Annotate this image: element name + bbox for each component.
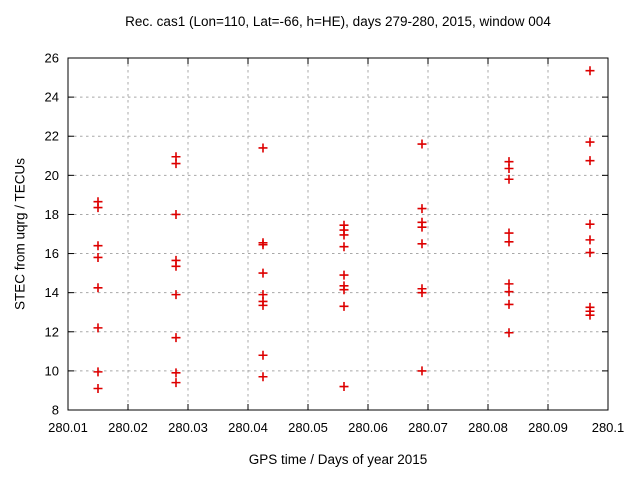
data-point xyxy=(171,261,181,271)
y-tick-label: 12 xyxy=(45,324,59,339)
data-point xyxy=(504,279,514,289)
y-tick-label: 26 xyxy=(45,51,59,66)
data-point xyxy=(93,241,103,251)
data-point xyxy=(585,310,595,320)
y-axis-label: STEC from uqrg / TECUs xyxy=(12,157,28,311)
data-point xyxy=(171,159,181,169)
x-tick-label: 280.07 xyxy=(408,420,448,435)
data-point xyxy=(585,219,595,229)
data-point xyxy=(585,66,595,76)
data-point xyxy=(339,382,349,392)
data-point xyxy=(504,174,514,184)
x-tick-label: 280.08 xyxy=(468,420,508,435)
data-point xyxy=(171,290,181,300)
data-point xyxy=(171,333,181,343)
x-tick-label: 280.04 xyxy=(228,420,268,435)
y-tick-label: 22 xyxy=(45,129,59,144)
chart-title: Rec. cas1 (Lon=110, Lat=-66, h=HE), days… xyxy=(125,14,551,29)
data-point xyxy=(504,287,514,297)
data-point xyxy=(585,248,595,258)
data-point xyxy=(258,143,268,153)
data-point xyxy=(93,203,103,213)
data-point xyxy=(417,204,427,214)
data-point xyxy=(504,328,514,338)
data-point xyxy=(585,156,595,166)
data-point xyxy=(93,383,103,393)
data-point xyxy=(417,366,427,376)
data-point xyxy=(339,285,349,295)
data-point xyxy=(258,350,268,360)
data-point xyxy=(585,137,595,147)
x-axis-label: GPS time / Days of year 2015 xyxy=(248,452,428,467)
data-point xyxy=(417,222,427,232)
x-tick-label: 280.1 xyxy=(592,420,625,435)
y-tick-label: 20 xyxy=(45,168,59,183)
data-point xyxy=(504,299,514,309)
y-tick-label: 18 xyxy=(45,207,59,222)
y-tick-label: 16 xyxy=(45,246,59,261)
x-tick-label: 280.06 xyxy=(348,420,388,435)
x-tick-label: 280.02 xyxy=(108,420,148,435)
data-point xyxy=(93,252,103,262)
data-point xyxy=(93,367,103,377)
y-tick-label: 14 xyxy=(45,285,59,300)
y-tick-label: 24 xyxy=(45,90,59,105)
data-point xyxy=(339,242,349,252)
x-tick-label: 280.09 xyxy=(528,420,568,435)
data-point xyxy=(417,139,427,149)
data-point xyxy=(258,268,268,278)
data-point xyxy=(93,283,103,293)
data-point xyxy=(258,372,268,382)
x-tick-label: 280.05 xyxy=(288,420,328,435)
y-tick-label: 8 xyxy=(52,403,59,418)
data-point xyxy=(171,209,181,219)
x-tick-label: 280.03 xyxy=(168,420,208,435)
data-point xyxy=(339,301,349,311)
data-point xyxy=(171,378,181,388)
data-point xyxy=(258,240,268,250)
data-point xyxy=(585,235,595,245)
data-point xyxy=(258,300,268,310)
data-point xyxy=(93,323,103,333)
data-point xyxy=(504,237,514,247)
plot-border xyxy=(67,57,609,411)
data-point xyxy=(417,239,427,249)
data-point xyxy=(417,288,427,298)
x-tick-label: 280.01 xyxy=(48,420,88,435)
data-point xyxy=(504,163,514,173)
data-point xyxy=(339,230,349,240)
y-tick-label: 10 xyxy=(45,363,59,378)
data-point xyxy=(504,228,514,238)
data-point xyxy=(171,368,181,378)
data-point xyxy=(339,270,349,280)
